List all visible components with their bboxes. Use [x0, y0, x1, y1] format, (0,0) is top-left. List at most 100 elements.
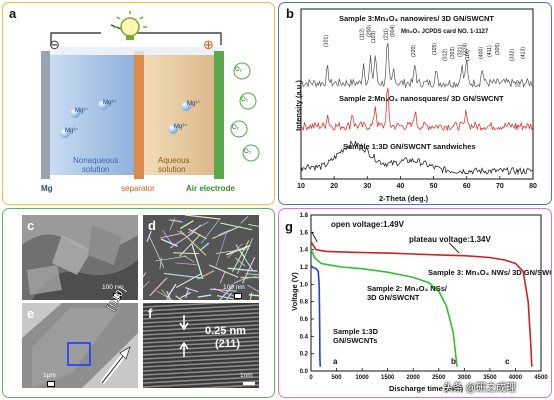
xrd-series-line	[300, 42, 534, 89]
peak-index-label: (400)	[478, 47, 484, 59]
panel-c-scale-label: 100 nm	[102, 284, 124, 291]
panel-d-scale-bar	[234, 293, 242, 299]
jcpds-label: Mn₃O₄ JCPDS card NO. 1-1127	[401, 29, 489, 35]
panel-f-label: f	[148, 306, 153, 321]
discharge-chart: 0 500 1000 1500 2000 2500 3000 3500 4000 4500 0.0 0…	[300, 213, 549, 381]
x-tick-label: 20	[330, 183, 338, 190]
panel-b-label: b	[286, 6, 294, 21]
series-2-roman: II	[515, 125, 519, 132]
peak-index-label: (305)	[495, 43, 501, 55]
peak-index-label: (105)	[432, 43, 438, 55]
peak-index-label: (332)	[509, 49, 515, 61]
minus-terminal-icon: ⊖	[49, 37, 60, 52]
peak-index-label: (312)	[443, 49, 449, 61]
plot-frame	[300, 8, 534, 180]
x-tick-label: 1500	[381, 375, 395, 381]
x-tick-label: 1000	[355, 375, 369, 381]
separator	[134, 51, 144, 179]
ion-label: Mg²⁺	[75, 108, 89, 114]
plane-label: (211)	[215, 338, 241, 350]
open-voltage-arrow-icon	[311, 232, 318, 243]
panel-a: a	[2, 2, 275, 205]
y-tick-label: 1.8	[300, 213, 309, 219]
o2-label: O₂	[241, 97, 248, 103]
x-tick-label: 30	[363, 183, 371, 190]
peak-index-label: (101)	[324, 35, 330, 47]
curve-b-label: b	[451, 357, 456, 366]
open-voltage-label: open voltage:1.49V	[331, 220, 404, 229]
x-tick-label: 3500	[483, 375, 497, 381]
y-tick-label: 0.2	[300, 352, 309, 358]
air-electrode-label: Air electrode	[186, 184, 235, 193]
peak-index-label: (411)	[487, 45, 493, 57]
x-axis-label: 2-Theta (deg.)	[379, 194, 429, 203]
ion-label: Mg²⁺	[65, 128, 79, 134]
panel-c-label: c	[27, 218, 35, 233]
series-1-label: Sample 1:3D GN/SWCNT sandwiches	[343, 142, 476, 151]
x-tick-label: 50	[430, 183, 438, 190]
aqueous-compartment	[144, 55, 214, 175]
ion-label: Mg²⁺	[103, 100, 117, 106]
panel-c-scale-bar	[113, 293, 121, 299]
x-tick-label: 70	[496, 183, 504, 190]
x-tick-label: 4500	[534, 375, 548, 381]
x-axis-label: Discharge time (min)	[389, 384, 464, 393]
x-tick-label: 3000	[458, 375, 472, 381]
y-tick-label: 1.6	[300, 230, 309, 236]
sample-3-label: Sample 3: Mn₃O₄ NWs/ 3D GN/SWCNT	[428, 268, 552, 277]
peak-index-label: (220)	[411, 45, 417, 57]
panel-d-label: d	[148, 218, 156, 233]
peak-index-label: (303)	[450, 47, 456, 59]
x-tick-label: 80	[529, 183, 537, 190]
y-tick-label: 0.8	[300, 300, 309, 306]
xrd-chart: 10 20 30 40 50 60 70 80 (101) (112) (200)(103) (211…	[297, 8, 537, 190]
panel-g-label: g	[285, 219, 293, 234]
plot-frame	[310, 214, 542, 372]
o2-label: O₂	[244, 149, 251, 155]
tem-image-e	[22, 303, 138, 388]
light-bulb-icon	[113, 11, 147, 40]
y-tick-label: 0.4	[300, 334, 309, 340]
plus-terminal-icon: ⊕	[203, 37, 214, 52]
y-tick-label: 0.6	[300, 317, 309, 323]
sample-2-label: Sample 2: Mn₃O₄ NSs/ 3D GN/SWCNT	[367, 284, 447, 302]
panel-d-scale-label: 100 nm	[223, 284, 245, 291]
x-tick-label: 40	[397, 183, 405, 190]
x-tick-label: 10	[297, 183, 305, 190]
peak-index-label: (116)	[465, 49, 471, 61]
watermark-label: 头条 @研之成理	[443, 383, 516, 394]
d-spacing-label: 0.25 nm	[205, 325, 246, 337]
x-tick-label: 2500	[432, 375, 446, 381]
plateau-arrow-icon	[448, 242, 460, 254]
peak-index-label: (103)	[371, 31, 377, 43]
series-3-label: Sample 3:Mn₃O₄ nanowires/ 3D GN/SWCNT	[339, 14, 494, 23]
panels-c-f: c 100 nm d 100 nm e [010] 1μm f 0.25 nm …	[2, 208, 275, 398]
peak-index-label: (321)	[458, 45, 464, 57]
nonaqueous-label: Nonaqueous solution	[73, 156, 119, 174]
y-tick-label: 1.0	[300, 282, 309, 288]
battery-schematic	[41, 11, 260, 179]
x-tick-label: 4000	[509, 375, 523, 381]
x-tick-label: 2000	[407, 375, 421, 381]
xrd-series-line	[300, 140, 534, 175]
series-2-label: Sample 2:Mn₃O₄ nanosquares/ 3D GN/SWCNT	[339, 94, 504, 103]
panel-e-scale-label: 1μm	[43, 372, 56, 379]
sem-image-c	[22, 215, 138, 300]
spacing-arrows-icon	[179, 315, 189, 357]
sem-image-d	[143, 215, 259, 300]
nonaqueous-compartment	[50, 55, 134, 175]
peak-index-label: (224)	[462, 43, 468, 55]
sample-1-label: Sample 1:3D GN/SWCNTs	[333, 327, 379, 345]
panel-e-scale-bar	[47, 381, 55, 387]
panel-f-scale-bar	[243, 382, 255, 385]
xrd-series-line	[300, 88, 534, 132]
panel-f-scale-label: 1nm	[240, 372, 253, 379]
plateau-voltage-label: plateau voltage:1.34V	[409, 235, 491, 244]
air-electrode	[214, 51, 224, 179]
peak-index-label: (413)	[521, 47, 527, 59]
series-3-roman: III	[515, 82, 521, 89]
y-tick-label: 0.0	[300, 369, 309, 375]
discharge-series-line	[310, 249, 458, 367]
o2-label: O₂	[235, 67, 242, 73]
discharge-series-line	[310, 264, 321, 367]
